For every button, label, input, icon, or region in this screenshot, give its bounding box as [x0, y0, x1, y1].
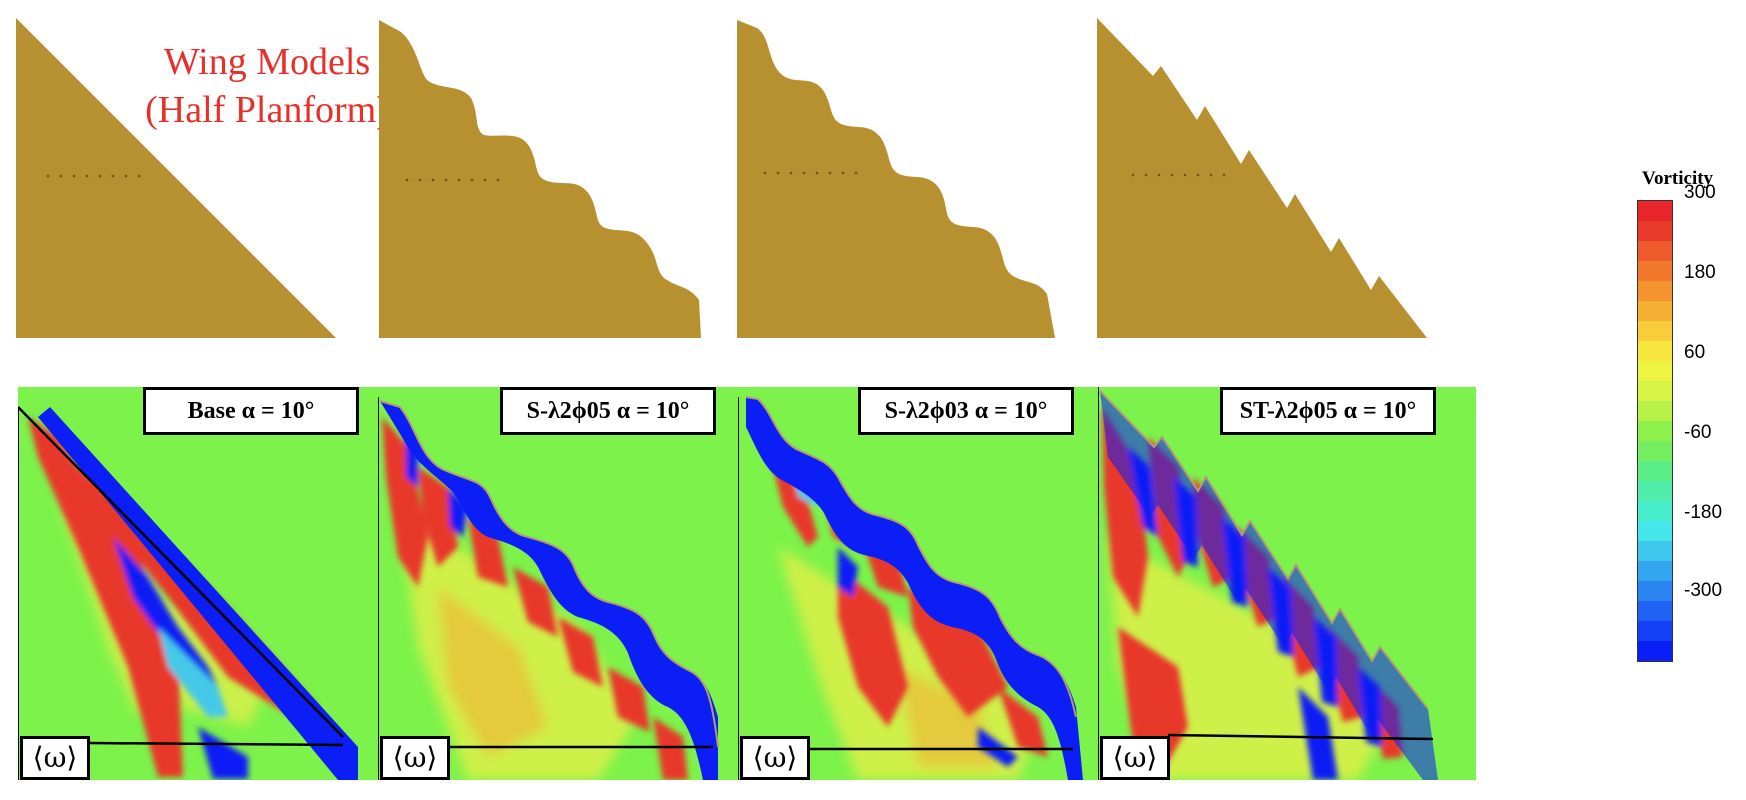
- colorbar-title: Vorticity: [1642, 168, 1714, 189]
- vorticity-field-st-l2p05: [1098, 387, 1438, 780]
- wing-title-line-1: Wing Models: [163, 41, 371, 83]
- vorticity-panel-s-l2p03: S-λ2ϕ03 α = 10° ⟨ω⟩: [738, 387, 1116, 780]
- colorbar-tick-180: 180: [1684, 262, 1716, 283]
- colorbar-tick-neg180: -180: [1684, 502, 1723, 523]
- wing-planform-base: [16, 18, 368, 378]
- colorbar-tick-neg60: -60: [1684, 422, 1712, 443]
- vorticity-colorbar: Vorticity 300 180: [1630, 168, 1746, 668]
- wing-planform-s-l2p03-shape: [737, 20, 1055, 338]
- colorbar-tick-300: 300: [1684, 182, 1716, 203]
- omega-label-base: ⟨ω⟩: [20, 736, 90, 780]
- wing-title-line-2: (Half Planform): [145, 89, 389, 131]
- omega-label-s-l2p03: ⟨ω⟩: [740, 736, 810, 780]
- wing-planform-st-l2p05: [1097, 18, 1449, 378]
- wing-planform-s-l2p03: [737, 18, 1089, 378]
- vorticity-field-s-l2p05: [378, 397, 719, 780]
- colorbar-tick-neg300: -300: [1684, 580, 1723, 601]
- vorticity-panel-s-l2p05: S-λ2ϕ05 α = 10° ⟨ω⟩: [378, 387, 756, 780]
- omega-label-st-l2p05: ⟨ω⟩: [1100, 736, 1170, 780]
- wing-planform-s-l2p05: [379, 18, 731, 378]
- case-label-base: Base α = 10°: [143, 387, 359, 435]
- colorbar-tick-60: 60: [1684, 342, 1706, 363]
- vorticity-panel-st-l2p05: ST-λ2ϕ05 α = 10° ⟨ω⟩: [1098, 387, 1476, 780]
- vorticity-field-s-l2p03: [738, 396, 1083, 780]
- colorbar-gradient: [1637, 200, 1673, 662]
- wing-planform-st-l2p05-shape: [1097, 18, 1427, 338]
- case-label-s-l2p05: S-λ2ϕ05 α = 10°: [500, 387, 716, 435]
- wing-planform-s-l2p05-shape: [379, 20, 701, 338]
- case-label-s-l2p03: S-λ2ϕ03 α = 10°: [858, 387, 1074, 435]
- wing-models-title: Wing Models (Half Planform): [132, 38, 402, 134]
- wing-planform-base-shape: [16, 18, 336, 338]
- vorticity-panel-base: Base α = 10° ⟨ω⟩: [18, 387, 396, 780]
- case-label-st-l2p05: ST-λ2ϕ05 α = 10°: [1220, 387, 1436, 435]
- vorticity-field-base: [18, 406, 358, 780]
- omega-label-s-l2p05: ⟨ω⟩: [380, 736, 450, 780]
